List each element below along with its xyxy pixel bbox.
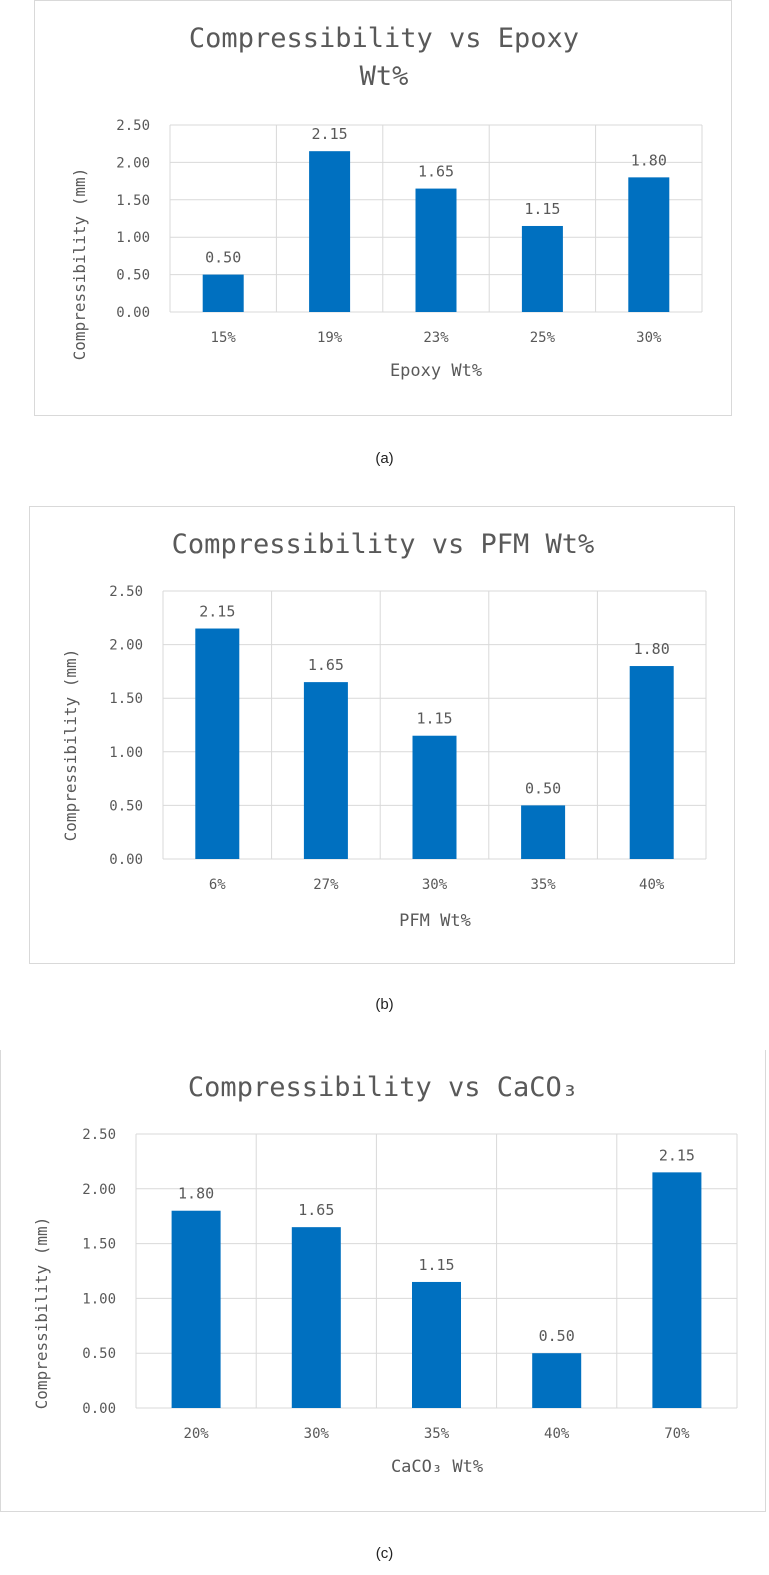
chart-svg-c: Compressibility vs CaCO₃ CaCO₃ Wt% Compr… [32,1072,738,1477]
chart-title-line: Compressibility vs CaCO₃ [188,1072,578,1103]
bar [412,1281,461,1408]
data-label: 1.65 [308,656,344,674]
y-tick-label: 1.00 [109,745,143,761]
chart-svg-a: Compressibility vs Epoxy Wt% Epoxy Wt% C… [70,23,703,381]
y-tick-label: 0.00 [82,1401,116,1417]
x-tick-label: 20% [183,1426,209,1442]
x-tick-label: 35% [424,1426,450,1442]
x-tick-label: 6% [209,877,226,893]
data-label: 1.65 [418,163,454,181]
y-tick-label: 1.50 [82,1237,116,1253]
y-tick-label: 0.00 [116,305,150,321]
x-tick-label: 19% [317,330,343,346]
x-axis-label: PFM Wt% [399,911,471,931]
bar [521,225,563,312]
x-axis-label: Epoxy Wt% [390,361,482,381]
x-axis-label: CaCO₃ Wt% [391,1457,483,1477]
bar [521,805,566,859]
y-tick-label: 2.00 [116,155,150,171]
x-tick-label: 70% [664,1426,690,1442]
bar [532,1353,582,1408]
y-tick-label: 2.00 [82,1182,116,1198]
data-label: 1.15 [524,200,560,218]
bar [195,628,240,859]
bar [303,682,348,859]
y-axis-label: Compressibility (mm) [70,168,89,361]
x-tick-label: 30% [304,1426,330,1442]
bar [202,274,244,312]
chart-panel-a: Compressibility vs Epoxy Wt% Epoxy Wt% C… [34,0,732,416]
data-label: 1.15 [416,710,452,728]
data-label: 0.50 [539,1327,575,1345]
y-tick-label: 1.00 [82,1291,116,1307]
data-label: 0.50 [525,779,561,797]
bar [629,666,674,859]
y-tick-label: 0.00 [109,852,143,868]
data-label: 0.50 [205,249,241,267]
data-label: 1.80 [178,1185,214,1203]
bar [628,177,670,312]
bar [309,151,351,312]
x-tick-label: 23% [423,330,449,346]
data-label: 1.80 [631,151,667,169]
y-tick-label: 2.50 [109,584,143,600]
chart-panel-b: Compressibility vs PFM Wt% PFM Wt% Compr… [29,506,735,964]
y-tick-label: 1.50 [116,193,150,209]
chart-svg-b: Compressibility vs PFM Wt% PFM Wt% Compr… [61,529,707,931]
y-tick-label: 0.50 [109,798,143,814]
x-tick-label: 30% [422,877,448,893]
y-tick-label: 2.50 [116,118,150,134]
x-tick-label: 25% [530,330,556,346]
x-tick-label: 40% [639,877,665,893]
y-tick-label: 1.50 [109,691,143,707]
data-label: 1.15 [418,1256,454,1274]
data-label: 2.15 [659,1146,695,1164]
data-label: 2.15 [199,603,235,621]
bar [412,735,457,859]
chart-title-line: Compressibility vs Epoxy [189,23,579,54]
x-tick-label: 27% [313,877,339,893]
data-label: 1.65 [298,1201,334,1219]
x-tick-label: 35% [530,877,556,893]
x-tick-label: 30% [636,330,662,346]
y-axis-label: Compressibility (mm) [61,649,80,842]
chart-title-line: Wt% [360,61,409,92]
y-tick-label: 1.00 [116,230,150,246]
y-tick-label: 0.50 [116,268,150,284]
bar [652,1172,702,1408]
chart-caption-b: (b) [375,996,394,1013]
x-tick-label: 40% [544,1426,570,1442]
chart-caption-c: (c) [375,1545,394,1562]
bar [171,1210,221,1408]
chart-caption-a: (a) [375,450,394,467]
chart-panel-c: Compressibility vs CaCO₃ CaCO₃ Wt% Compr… [0,1050,766,1512]
y-tick-label: 2.00 [109,638,143,654]
y-tick-label: 0.50 [82,1346,116,1362]
y-tick-label: 2.50 [82,1127,116,1143]
x-tick-label: 15% [211,330,237,346]
bar [415,188,457,312]
bar [291,1227,341,1408]
y-axis-label: Compressibility (mm) [32,1217,51,1410]
chart-title-line: Compressibility vs PFM Wt% [172,529,595,560]
data-label: 2.15 [312,125,348,143]
data-label: 1.80 [634,640,670,658]
